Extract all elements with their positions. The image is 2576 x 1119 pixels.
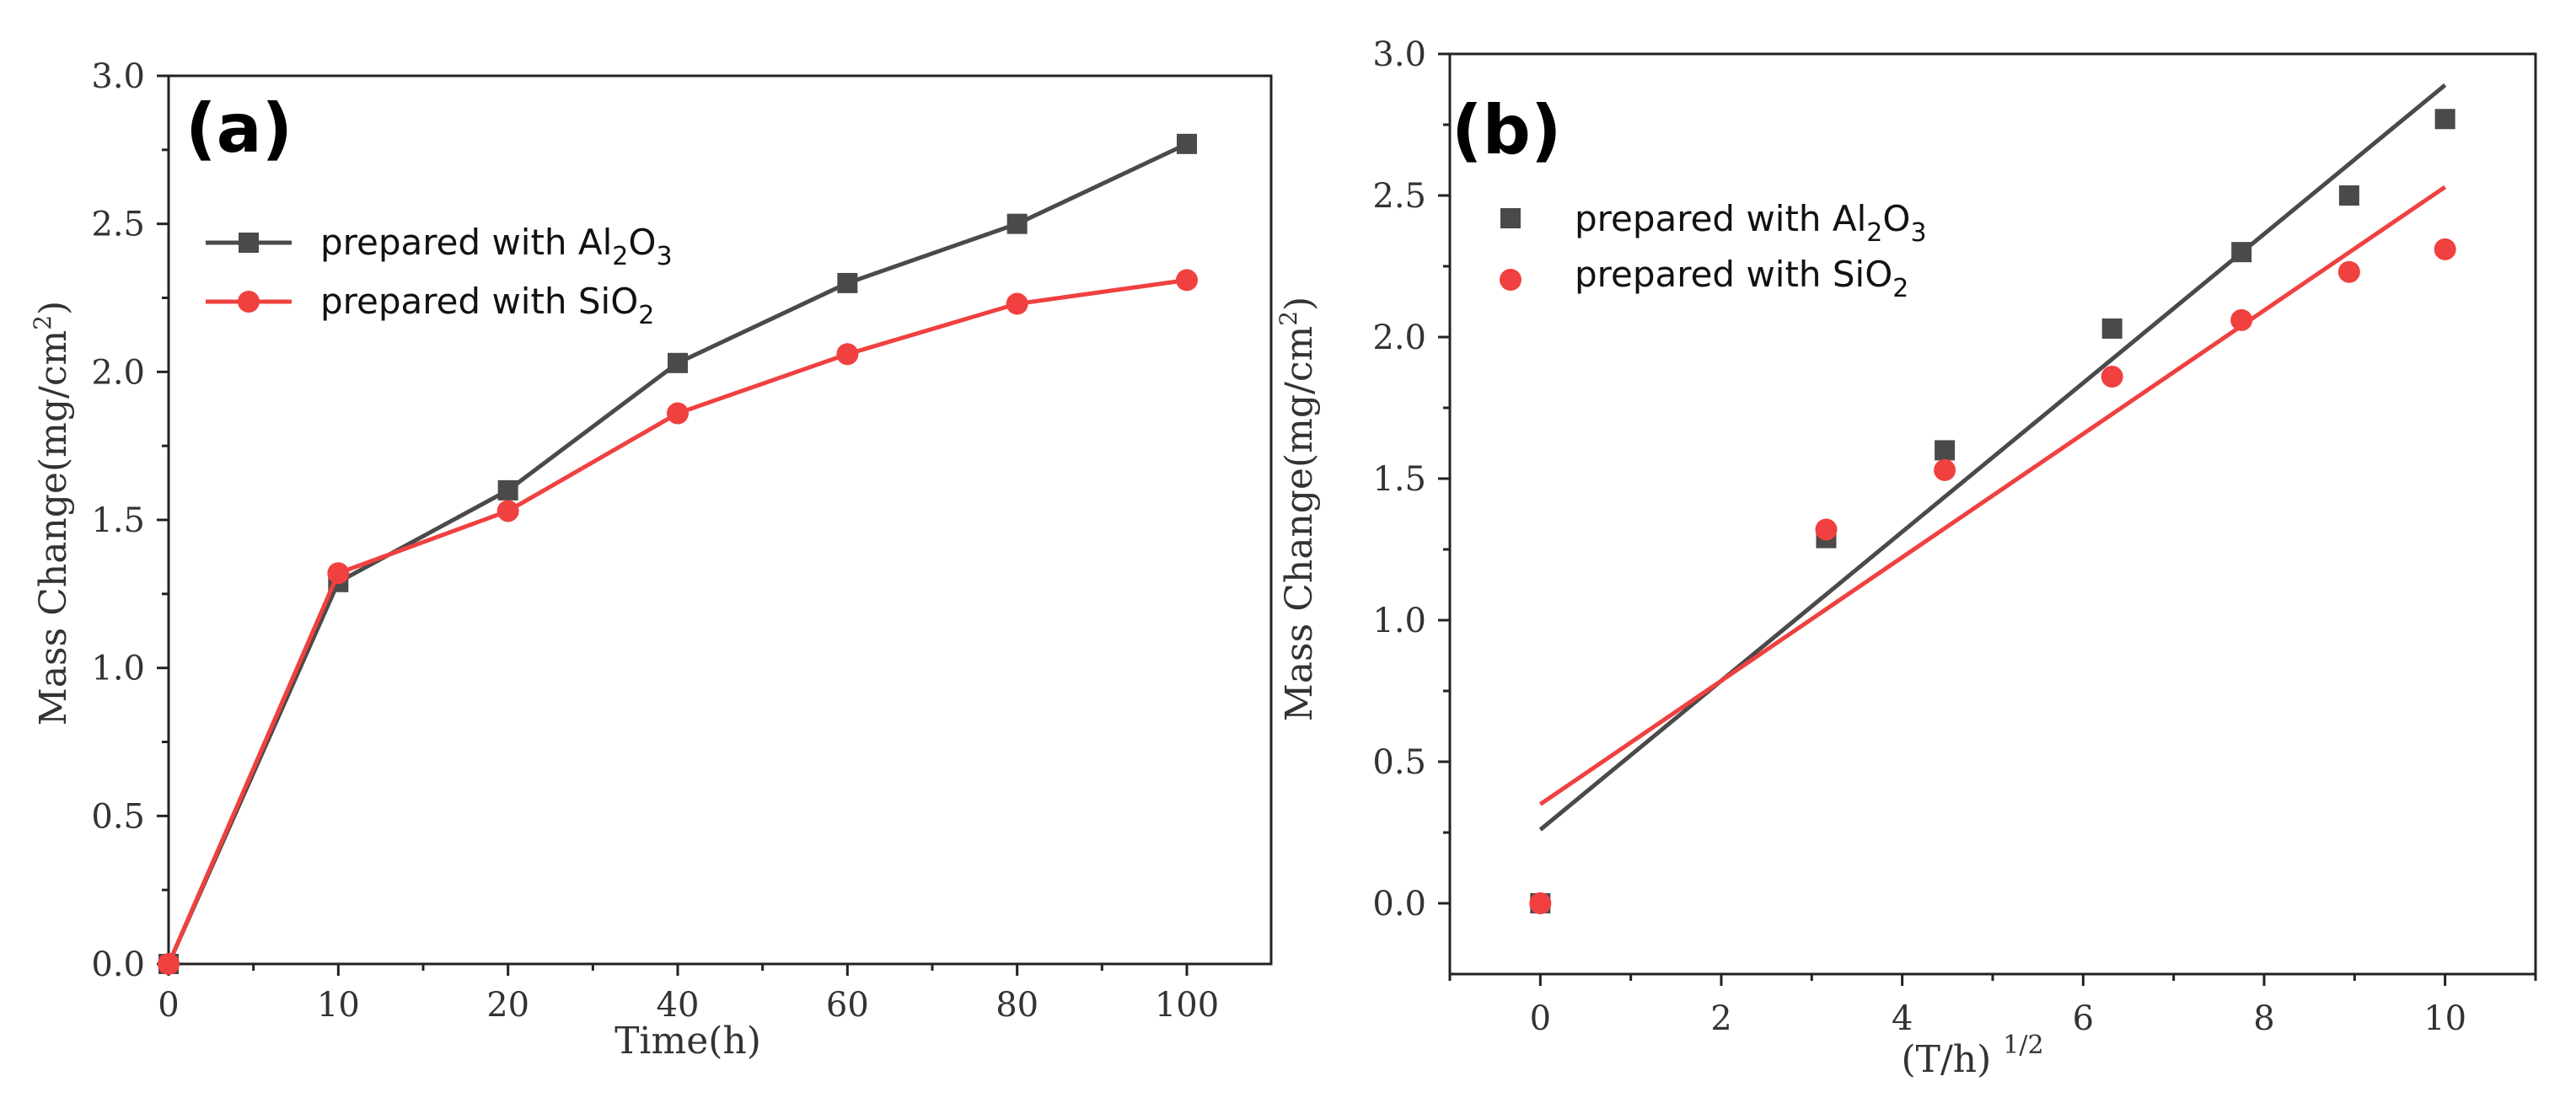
panel-b-y-axis-title-main: Mass Change(mg/cm (1278, 326, 1321, 721)
panel-a-x-tick-label: 80 (996, 986, 1038, 1025)
panel-b-y-tick-label: 1.0 (1372, 602, 1426, 640)
panel-b-legend: prepared with Al2O3 prepared with SiO2 (1500, 198, 1927, 303)
panel-b-point-al2o3 (2434, 109, 2455, 130)
panel-b-fit-line-al2o3 (1538, 83, 2447, 832)
panel-b-fit-line-sio2 (1538, 185, 2447, 806)
panel-b-point-al2o3 (2231, 242, 2252, 263)
panel-b-x-tick-label: 6 (2073, 999, 2094, 1038)
chart-panel-a: 0.00.51.01.52.02.53.00 10 20 40 60 80 100 (a) … (29, 57, 1273, 1063)
panel-a-point-sio2 (836, 343, 859, 366)
panel-b-x-axis-title: (T/h) 1/2 (1901, 1031, 2043, 1081)
panel-b-series (1529, 83, 2456, 914)
panel-a-legend-label-sio2: prepared with SiO2 (320, 281, 654, 330)
panel-a-ticks: 0.0 0.5 1.0 1.5 2.0 2.5 3.0 0 10 20 40 60 80 100 (91, 57, 1219, 1025)
panel-b-point-sio2 (2101, 366, 2123, 388)
panel-a-legend-marker-sio2 (238, 291, 260, 313)
panel-b-x-axis-title-main: (T/h) (1901, 1038, 1991, 1081)
panel-b-point-sio2 (2434, 238, 2456, 260)
panel-b-axes (1448, 52, 2537, 976)
panel-a-y-tick-label: 2.5 (91, 206, 145, 244)
panel-a-y-tick-label: 1.0 (91, 650, 145, 688)
panel-b-x-tick-label: 4 (1892, 999, 1913, 1038)
panel-b-point-al2o3 (2338, 185, 2359, 206)
panel-b-point-sio2 (2230, 308, 2253, 331)
panel-b-point-al2o3 (2101, 318, 2123, 339)
panel-b-y-tick-label: 3.0 (1372, 35, 1426, 74)
panel-a-y-axis-title-close: ) (32, 301, 75, 315)
panel-a-point-sio2 (1006, 292, 1028, 315)
panel-b-y-axis-title: Mass Change(mg/cm2) (1275, 297, 1321, 721)
panel-a-point-al2o3 (668, 352, 688, 373)
panel-b-point-sio2 (1934, 458, 1956, 481)
panel-b-y-tick-label: 2.0 (1372, 319, 1426, 357)
panel-a-x-tick-label: 100 (1155, 986, 1219, 1025)
panel-a-y-axis-title-main: Mass Change(mg/cm (32, 330, 75, 725)
panel-b-point-sio2 (1529, 892, 1552, 914)
panel-a-y-tick-label: 1.5 (91, 501, 145, 540)
panel-b-y-tick-label: 1.5 (1372, 460, 1426, 499)
panel-b-y-axis-title-sup: 2 (1275, 311, 1302, 326)
panel-a-y-tick-label: 3.0 (91, 57, 145, 96)
panel-a-y-axis-title: Mass Change(mg/cm2) (29, 301, 75, 725)
panel-a-point-al2o3 (837, 272, 858, 293)
panel-b-legend-marker-al2o3 (1500, 208, 1521, 228)
panel-b-x-tick-label: 0 (1530, 999, 1551, 1038)
panel-b-point-sio2 (2337, 260, 2360, 283)
panel-a-x-axis-title: Time(h) (614, 1020, 761, 1063)
panel-a-legend: prepared with Al2O3 prepared with SiO2 (206, 222, 673, 330)
panel-a-x-tick-label: 20 (486, 986, 529, 1025)
panel-b-y-tick-label: 0.5 (1372, 743, 1426, 782)
panel-a-series (158, 133, 1198, 975)
panel-a-x-tick-label: 10 (317, 986, 360, 1025)
panel-b-ticks: 0.0 0.5 1.0 1.5 2.0 2.5 3.0 0 2 4 6 8 10 (1372, 35, 2537, 1038)
panel-b-x-axis-title-sup: 1/2 (2003, 1031, 2043, 1060)
panel-b-x-tick-label: 10 (2423, 999, 2466, 1038)
chart-panel-b: 0.0 0.5 1.0 1.5 2.0 2.5 3.0 0 2 4 6 8 10 (b) (T/h) 1/… (1275, 35, 2537, 1081)
panel-a-legend-item-al2o3: prepared with Al2O3 (206, 222, 673, 271)
panel-a-legend-marker-al2o3 (239, 233, 259, 253)
panel-b-point-al2o3 (1935, 440, 1956, 461)
panel-a-axes (167, 74, 1273, 966)
panel-a-y-tick-label: 0.5 (91, 797, 145, 836)
panel-a-y-axis-title-sup: 2 (29, 315, 56, 330)
panel-b-x-tick-label: 8 (2253, 999, 2274, 1038)
panel-a-plot-frame (167, 74, 1273, 966)
panel-b-legend-label-sio2: prepared with SiO2 (1575, 254, 1908, 303)
panel-a-point-sio2 (1176, 269, 1198, 292)
panel-a-point-al2o3 (497, 479, 518, 501)
panel-b-legend-item-sio2: prepared with SiO2 (1500, 254, 1908, 303)
panel-a-point-al2o3 (1006, 213, 1028, 234)
panel-a-y-tick-label: 2.0 (91, 353, 145, 392)
panel-a-line-al2o3 (166, 142, 1189, 966)
panel-a-legend-item-sio2: prepared with SiO2 (206, 281, 654, 330)
panel-b-x-tick-label: 2 (1710, 999, 1731, 1038)
panel-a-y-tick-label: 0.0 (91, 945, 145, 984)
panel-a-x-tick-label: 0 (158, 986, 179, 1025)
panel-a-label: (a) (185, 89, 292, 168)
panel-a-point-al2o3 (1177, 133, 1197, 154)
panel-a-x-tick-label: 40 (657, 986, 700, 1025)
panel-b-y-tick-label: 0.0 (1372, 885, 1426, 924)
panel-b-label: (b) (1452, 91, 1561, 169)
panel-b-y-axis-title-close: ) (1278, 297, 1321, 311)
panel-b-point-sio2 (1815, 518, 1838, 541)
panel-a-legend-label-al2o3: prepared with Al2O3 (320, 222, 673, 271)
panel-a-point-sio2 (327, 562, 350, 585)
panel-a-point-sio2 (496, 500, 519, 522)
panel-b-legend-item-al2o3: prepared with Al2O3 (1500, 198, 1927, 248)
panel-b-legend-marker-sio2 (1500, 269, 1521, 291)
panel-a-point-sio2 (667, 402, 689, 425)
panel-b-y-tick-label: 2.5 (1372, 177, 1426, 216)
panel-a-point-sio2 (158, 953, 180, 975)
panel-b-plot-frame (1448, 52, 2537, 976)
panel-a-x-tick-label: 60 (826, 986, 869, 1025)
panel-b-legend-label-al2o3: prepared with Al2O3 (1575, 198, 1927, 248)
